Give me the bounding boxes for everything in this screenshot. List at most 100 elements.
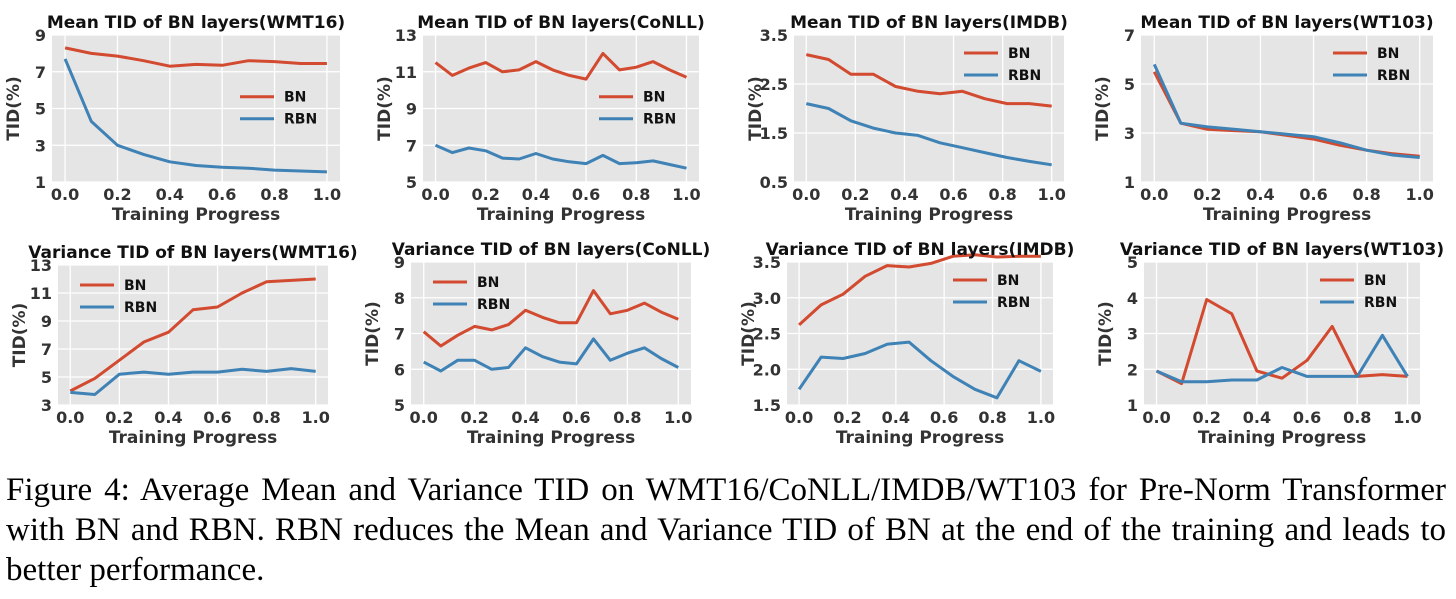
y-tick-label: 0.5 <box>760 173 788 192</box>
x-tick-label: 0.2 <box>105 408 133 427</box>
y-axis-label: TID(%) <box>10 303 30 368</box>
y-tick-label: 1 <box>1127 396 1138 415</box>
legend-label-rbn: RBN <box>284 112 317 128</box>
series-line-bn <box>805 53 1052 108</box>
x-tick-label: 0.8 <box>1352 185 1380 204</box>
x-tick-label: 1.0 <box>1038 185 1066 204</box>
figure-caption: Figure 4: Average Mean and Variance TID … <box>6 472 1446 588</box>
y-axis-label: TID(%) <box>375 76 395 141</box>
chart-panel-4: 0.0 0.2 0.4 0.6 0.8 1.0 1 3 5 7 Mean TID of BN lay… <box>1093 13 1434 225</box>
y-tick-label: 7 <box>1124 26 1135 45</box>
y-tick-label: 11 <box>395 63 417 82</box>
plot-area <box>58 265 328 405</box>
x-tick-label: 0.4 <box>882 408 910 427</box>
y-axis-label: TID(%) <box>1093 76 1113 141</box>
x-tick-label: 0.6 <box>1299 185 1327 204</box>
legend-label-bn: BN <box>284 90 306 106</box>
series-line-bn <box>434 51 688 81</box>
x-tick-label: 0.0 <box>1140 185 1168 204</box>
y-axis-label: TID(%) <box>739 301 759 366</box>
y-tick-label: 3 <box>1124 124 1135 143</box>
y-tick-label: 2.5 <box>753 325 781 344</box>
series-line-bn <box>422 289 679 348</box>
series-line-rbn <box>1152 63 1420 159</box>
y-tick-label: 9 <box>394 253 405 272</box>
legend-label-rbn: RBN <box>477 297 510 313</box>
series-line-rbn <box>434 143 687 170</box>
x-tick-label: 0.0 <box>51 185 79 204</box>
x-axis-label: Training Progress <box>467 428 635 448</box>
legend-label-bn: BN <box>124 278 146 294</box>
legend-label-bn: BN <box>643 90 665 106</box>
chart-title: Variance TID of BN layers(WT103) <box>1120 240 1444 260</box>
x-tick-label: 0.2 <box>833 408 861 427</box>
legend-label-rbn: RBN <box>1364 295 1397 311</box>
x-tick-label: 0.8 <box>988 185 1016 204</box>
x-tick-label: 0.6 <box>208 185 236 204</box>
y-axis-label: TID(%) <box>1096 301 1116 366</box>
y-tick-label: 3.5 <box>753 253 781 272</box>
x-tick-label: 0.2 <box>1193 408 1221 427</box>
chart-title: Variance TID of BN layers(WMT16) <box>28 243 357 263</box>
x-tick-label: 0.4 <box>1246 185 1274 204</box>
y-tick-label: 2 <box>1127 360 1138 379</box>
y-tick-label: 3 <box>1127 325 1138 344</box>
x-tick-label: 0.8 <box>252 408 280 427</box>
x-tick-label: 0.0 <box>785 408 813 427</box>
y-tick-label: 8 <box>394 289 405 308</box>
y-axis-label: TID(%) <box>363 301 383 366</box>
x-tick-label: 0.6 <box>939 185 967 204</box>
y-tick-label: 5 <box>406 173 417 192</box>
legend-label-bn: BN <box>997 273 1019 289</box>
x-axis-label: Training Progress <box>845 205 1013 225</box>
x-tick-label: 1.0 <box>1027 408 1055 427</box>
series-line-bn <box>798 253 1041 327</box>
y-tick-label: 9 <box>406 100 417 119</box>
x-tick-label: 0.8 <box>613 408 641 427</box>
y-tick-label: 5 <box>1124 75 1135 94</box>
x-axis-label: Training Progress <box>1203 205 1371 225</box>
legend-label-bn: BN <box>1364 273 1386 289</box>
x-tick-label: 0.6 <box>562 408 590 427</box>
y-tick-label: 5 <box>41 368 52 387</box>
plot-area <box>1141 35 1433 182</box>
y-tick-label: 3 <box>35 136 46 155</box>
y-tick-label: 2.5 <box>760 75 788 94</box>
x-axis-label: Training Progress <box>109 428 277 448</box>
legend-label-rbn: RBN <box>997 295 1030 311</box>
y-axis-label: TID(%) <box>4 76 24 141</box>
series-line-bn <box>69 277 316 393</box>
x-tick-label: 0.4 <box>890 185 918 204</box>
x-tick-label: 0.2 <box>472 185 500 204</box>
chart-panel-7: 0.0 0.2 0.4 0.6 0.8 1.0 1.5 2.0 2.5 3.0 3.5Varianc… <box>739 240 1074 448</box>
plot-area <box>794 35 1064 182</box>
x-tick-label: 0.6 <box>930 408 958 427</box>
chart-title: Variance TID of BN layers(IMDB) <box>766 240 1075 260</box>
x-tick-label: 0.6 <box>572 185 600 204</box>
x-axis-label: Training Progress <box>836 428 1004 448</box>
x-tick-label: 1.0 <box>302 408 330 427</box>
x-tick-label: 1.0 <box>313 185 341 204</box>
legend-label-rbn: RBN <box>124 300 157 316</box>
y-tick-label: 7 <box>406 136 417 155</box>
x-axis-label: Training Progress <box>477 205 645 225</box>
y-tick-label: 5 <box>35 100 46 119</box>
y-tick-label: 4 <box>1127 289 1138 308</box>
series-line-bn <box>1155 298 1408 386</box>
x-tick-label: 0.8 <box>622 185 650 204</box>
y-tick-label: 7 <box>35 63 46 82</box>
y-tick-label: 7 <box>41 340 52 359</box>
y-tick-label: 1.5 <box>753 396 781 415</box>
y-tick-label: 1 <box>1124 173 1135 192</box>
x-tick-label: 0.4 <box>156 185 184 204</box>
x-tick-label: 0.0 <box>56 408 84 427</box>
y-tick-label: 13 <box>30 256 52 275</box>
chart-title: Variance TID of BN layers(CoNLL) <box>392 240 711 260</box>
x-tick-label: 0.2 <box>1193 185 1221 204</box>
x-tick-label: 1.0 <box>664 408 692 427</box>
